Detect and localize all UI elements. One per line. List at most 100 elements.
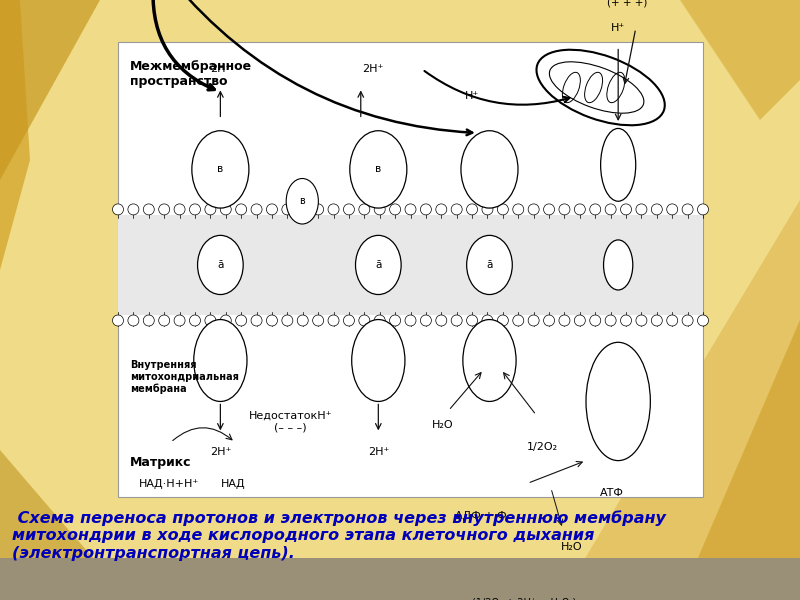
Text: в: в bbox=[299, 196, 305, 206]
Ellipse shape bbox=[198, 235, 243, 295]
Ellipse shape bbox=[355, 235, 401, 295]
Ellipse shape bbox=[461, 131, 518, 208]
Circle shape bbox=[513, 204, 524, 215]
Circle shape bbox=[220, 204, 231, 215]
Circle shape bbox=[466, 315, 478, 326]
Circle shape bbox=[543, 315, 554, 326]
Polygon shape bbox=[680, 0, 800, 120]
Circle shape bbox=[513, 315, 524, 326]
Circle shape bbox=[113, 204, 123, 215]
Circle shape bbox=[682, 315, 693, 326]
Circle shape bbox=[651, 204, 662, 215]
Text: 2Н⁺: 2Н⁺ bbox=[368, 447, 389, 457]
Circle shape bbox=[343, 315, 354, 326]
Text: ā: ā bbox=[217, 260, 223, 270]
Circle shape bbox=[590, 204, 601, 215]
Circle shape bbox=[666, 315, 678, 326]
Circle shape bbox=[251, 204, 262, 215]
Circle shape bbox=[528, 315, 539, 326]
Circle shape bbox=[328, 204, 339, 215]
Ellipse shape bbox=[586, 342, 650, 461]
Circle shape bbox=[343, 204, 354, 215]
Text: Н⁺: Н⁺ bbox=[465, 91, 479, 101]
Circle shape bbox=[158, 204, 170, 215]
Text: НАД: НАД bbox=[220, 479, 245, 489]
Text: НедостатокН⁺
(– – –): НедостатокН⁺ (– – –) bbox=[249, 410, 332, 432]
Circle shape bbox=[682, 204, 693, 215]
Text: Н₂О: Н₂О bbox=[561, 542, 582, 553]
Text: в: в bbox=[218, 164, 223, 175]
Text: Схема переноса протонов и электронов через внутреннюю мембрану: Схема переноса протонов и электронов чер… bbox=[12, 510, 666, 526]
Circle shape bbox=[158, 315, 170, 326]
Circle shape bbox=[328, 315, 339, 326]
Circle shape bbox=[298, 315, 308, 326]
Circle shape bbox=[651, 315, 662, 326]
Text: Внутренняя
митохондриальная
мембрана: Внутренняя митохондриальная мембрана bbox=[130, 361, 238, 394]
Text: (1/2О₂ + 2Н⁺ = Н₂О ): (1/2О₂ + 2Н⁺ = Н₂О ) bbox=[473, 597, 577, 600]
Circle shape bbox=[605, 204, 616, 215]
Circle shape bbox=[143, 204, 154, 215]
Circle shape bbox=[174, 204, 185, 215]
Circle shape bbox=[359, 315, 370, 326]
Text: Н⁺: Н⁺ bbox=[611, 23, 626, 33]
Circle shape bbox=[420, 315, 431, 326]
Circle shape bbox=[574, 204, 586, 215]
Circle shape bbox=[205, 204, 216, 215]
Circle shape bbox=[390, 315, 401, 326]
Circle shape bbox=[298, 204, 308, 215]
Ellipse shape bbox=[603, 240, 633, 290]
Circle shape bbox=[113, 315, 123, 326]
Circle shape bbox=[143, 315, 154, 326]
Circle shape bbox=[190, 204, 201, 215]
Circle shape bbox=[436, 315, 446, 326]
Ellipse shape bbox=[466, 235, 512, 295]
Text: 2Н⁺: 2Н⁺ bbox=[362, 64, 383, 74]
Circle shape bbox=[374, 315, 386, 326]
Polygon shape bbox=[0, 0, 30, 270]
Circle shape bbox=[436, 204, 446, 215]
Circle shape bbox=[313, 204, 324, 215]
Text: НАД·Н+Н⁺: НАД·Н+Н⁺ bbox=[138, 479, 198, 489]
Circle shape bbox=[220, 315, 231, 326]
Circle shape bbox=[251, 315, 262, 326]
Circle shape bbox=[236, 204, 246, 215]
Circle shape bbox=[420, 204, 431, 215]
Bar bbox=[0, 558, 800, 600]
Circle shape bbox=[636, 204, 647, 215]
Circle shape bbox=[590, 315, 601, 326]
Circle shape bbox=[205, 315, 216, 326]
Polygon shape bbox=[0, 0, 100, 180]
Circle shape bbox=[266, 315, 278, 326]
Circle shape bbox=[266, 204, 278, 215]
Ellipse shape bbox=[194, 320, 247, 401]
Circle shape bbox=[666, 204, 678, 215]
Polygon shape bbox=[0, 450, 130, 600]
Text: Матрикс: Матрикс bbox=[130, 456, 191, 469]
Ellipse shape bbox=[601, 128, 636, 201]
Text: ā: ā bbox=[486, 260, 493, 270]
Ellipse shape bbox=[352, 320, 405, 401]
Circle shape bbox=[174, 315, 185, 326]
Circle shape bbox=[128, 204, 139, 215]
Polygon shape bbox=[560, 200, 800, 600]
Circle shape bbox=[698, 204, 709, 215]
Circle shape bbox=[466, 204, 478, 215]
Circle shape bbox=[498, 315, 508, 326]
Circle shape bbox=[451, 315, 462, 326]
Text: АТФ: АТФ bbox=[600, 488, 624, 498]
Text: АДФ + Ф: АДФ + Ф bbox=[455, 511, 506, 521]
Circle shape bbox=[482, 315, 493, 326]
Text: ā: ā bbox=[375, 260, 382, 270]
Circle shape bbox=[574, 315, 586, 326]
Circle shape bbox=[405, 204, 416, 215]
Circle shape bbox=[282, 204, 293, 215]
Circle shape bbox=[482, 204, 493, 215]
Text: 2Н⁺: 2Н⁺ bbox=[210, 447, 231, 457]
Ellipse shape bbox=[350, 131, 407, 208]
Circle shape bbox=[528, 204, 539, 215]
Circle shape bbox=[128, 315, 139, 326]
Circle shape bbox=[390, 204, 401, 215]
Text: в: в bbox=[375, 164, 382, 175]
Circle shape bbox=[359, 204, 370, 215]
Ellipse shape bbox=[537, 50, 665, 125]
